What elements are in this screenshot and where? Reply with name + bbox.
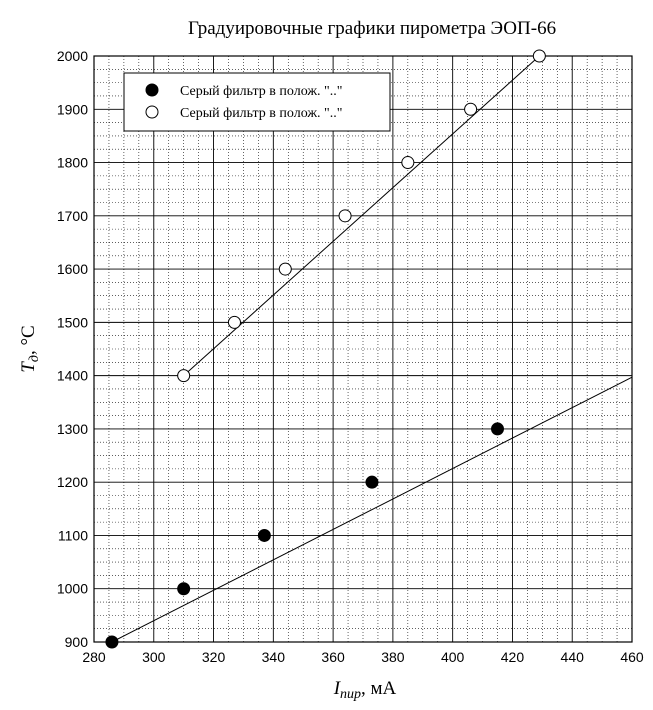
- open-data-point: [278, 262, 292, 276]
- fit-line-series-1: [183, 55, 540, 377]
- y-tick-label: 1200: [57, 474, 88, 490]
- y-tick-label: 1700: [57, 208, 88, 224]
- fit-lines: [111, 55, 633, 643]
- filled-data-point: [491, 422, 504, 436]
- x-axis-subscript: пир: [340, 687, 361, 702]
- x-tick-label: 420: [501, 649, 525, 665]
- y-tick-label: 1800: [57, 155, 88, 171]
- filled-data-point: [105, 635, 119, 649]
- y-axis-subscript: д: [27, 355, 42, 362]
- legend-marker-filled: [145, 83, 159, 97]
- y-axis-ticks: 900 1000 1100 1200 1300 1400 1500 1600 1700 1800 1…: [57, 48, 88, 650]
- filled-data-point: [257, 528, 271, 542]
- data-markers: [105, 49, 546, 649]
- open-data-point: [532, 49, 546, 63]
- x-tick-label: 400: [441, 649, 465, 665]
- minor-grid: [94, 56, 632, 642]
- y-tick-label: 900: [65, 634, 89, 650]
- open-data-point: [464, 102, 478, 116]
- open-data-point: [338, 209, 352, 223]
- x-tick-label: 380: [381, 649, 405, 665]
- y-tick-label: 1000: [57, 581, 88, 597]
- x-axis-ticks: 280 300 320 340 360 380 400 420 440 460: [82, 649, 644, 665]
- legend: Серый фильтр в полож. ".." Серый фильтр …: [123, 72, 391, 132]
- x-tick-label: 300: [142, 649, 166, 665]
- y-tick-label: 1400: [57, 368, 88, 384]
- y-axis-symbol: T: [18, 361, 39, 373]
- open-data-point: [401, 156, 415, 170]
- x-axis-title: Iпир, мА: [333, 678, 397, 702]
- legend-box: [123, 72, 391, 132]
- legend-marker-open: [145, 105, 159, 119]
- legend-label-open-series: Серый фильтр в полож. "..": [180, 106, 342, 121]
- y-tick-label: 1100: [58, 527, 88, 543]
- y-tick-label: 1600: [57, 261, 88, 277]
- y-tick-label: 1900: [57, 101, 88, 117]
- y-tick-label: 1500: [57, 314, 88, 330]
- x-tick-label: 460: [620, 649, 644, 665]
- y-axis-unit: , °C: [18, 325, 39, 355]
- x-tick-label: 340: [262, 649, 286, 665]
- y-tick-label: 1300: [57, 421, 88, 437]
- y-tick-label: 2000: [57, 48, 88, 64]
- y-axis-title: Tд, °C: [18, 325, 42, 372]
- x-tick-label: 280: [82, 649, 106, 665]
- fit-line-series-0: [111, 376, 633, 643]
- legend-label-filled-series: Серый фильтр в полож. "..": [180, 84, 342, 99]
- x-axis-unit: , мА: [361, 678, 397, 699]
- x-tick-label: 320: [202, 649, 226, 665]
- filled-data-point: [177, 582, 191, 596]
- open-data-point: [177, 369, 191, 383]
- chart-title: Градуировочные графики пирометра ЭОП-66: [188, 18, 556, 39]
- open-data-point: [227, 315, 241, 329]
- x-tick-label: 360: [321, 649, 345, 665]
- filled-data-point: [365, 475, 379, 489]
- plot-frame: [93, 55, 633, 643]
- x-tick-label: 440: [561, 649, 585, 665]
- x-axis-symbol: I: [333, 678, 342, 699]
